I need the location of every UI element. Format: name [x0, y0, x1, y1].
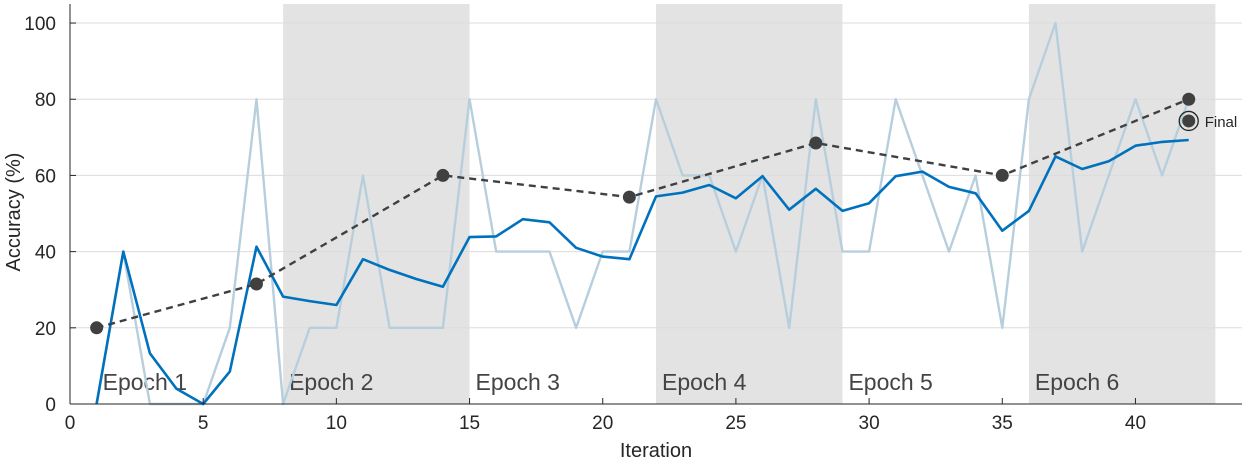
x-tick-label: 35 — [992, 413, 1013, 434]
axes — [69, 4, 1242, 405]
series-lines — [95, 21, 1190, 406]
epoch-label: Epoch 6 — [1035, 369, 1119, 395]
y-tick-label: 100 — [24, 14, 56, 35]
epoch-label: Epoch 5 — [848, 369, 932, 395]
x-tick-label: 10 — [326, 413, 347, 434]
x-tick-label: 40 — [1125, 413, 1146, 434]
y-tick-label: 20 — [35, 319, 56, 340]
epoch-band — [283, 4, 470, 404]
x-tick-label: 30 — [859, 413, 880, 434]
y-tick-label: 40 — [35, 243, 56, 264]
epoch-labels: Epoch 1 Epoch 2 Epoch 3 Epoch 4 Epoch 5 Epoch… — [103, 369, 1120, 395]
epoch-label: Epoch 2 — [289, 369, 373, 395]
x-tick-label: 5 — [198, 413, 209, 434]
y-tick-label: 0 — [45, 395, 56, 416]
raw-line — [95, 21, 1190, 406]
epoch-label: Epoch 3 — [476, 369, 560, 395]
final-label: Final — [1205, 114, 1238, 131]
validation-markers: Final — [90, 92, 1238, 335]
validation-point — [249, 277, 263, 291]
x-axis-label: Iteration — [620, 440, 692, 461]
validation-point — [995, 168, 1009, 182]
y-tick-label: 60 — [35, 166, 56, 187]
x-tick-label: 15 — [459, 413, 480, 434]
validation-point — [809, 136, 823, 150]
validation-point — [1182, 92, 1196, 106]
x-tick-label: 25 — [725, 413, 746, 434]
validation-point — [622, 190, 636, 204]
y-tick-label: 80 — [35, 90, 56, 111]
epoch-label: Epoch 4 — [662, 369, 747, 395]
epoch-band — [656, 4, 843, 404]
y-axis-label: Accuracy (%) — [3, 153, 25, 272]
epoch-band — [1028, 4, 1216, 404]
validation-point — [436, 168, 450, 182]
final-marker — [1182, 114, 1196, 128]
x-tick-label: 20 — [592, 413, 613, 434]
x-tick-label: 0 — [65, 413, 76, 434]
validation-point — [90, 321, 104, 335]
smoothed-line — [95, 138, 1189, 406]
final-marker-ring — [1178, 110, 1199, 132]
tick-labels: 0 20 40 60 80 100 0 5 10 15 20 25 30 35 40 — [24, 14, 1146, 434]
